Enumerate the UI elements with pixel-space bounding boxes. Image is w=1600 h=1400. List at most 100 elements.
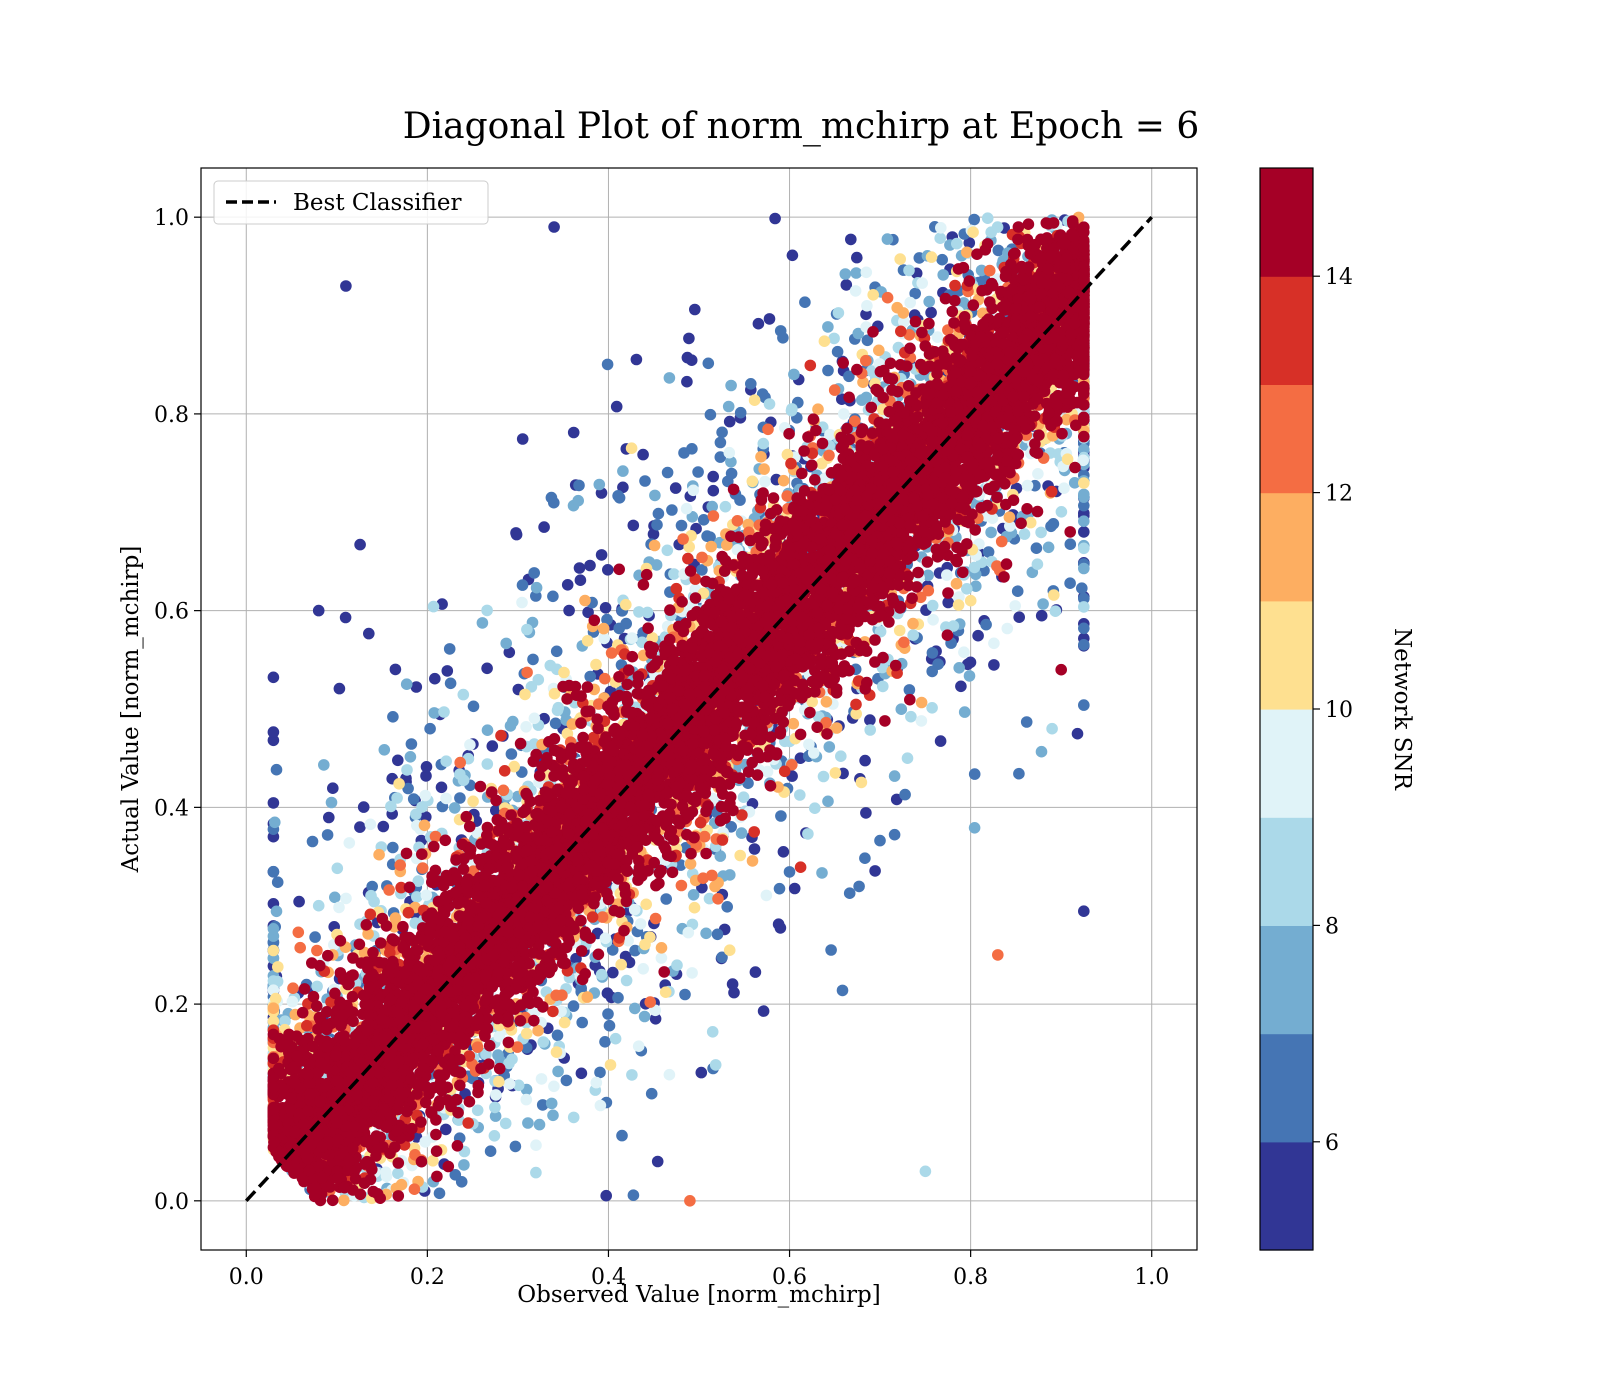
data-point [1078, 542, 1090, 555]
data-point [481, 604, 493, 617]
data-point [516, 596, 528, 609]
data-point [874, 834, 886, 847]
data-point [269, 816, 281, 829]
data-point [489, 1110, 502, 1122]
data-point [685, 354, 698, 367]
data-point [1013, 767, 1025, 780]
data-point [899, 788, 911, 801]
data-point [1078, 592, 1090, 605]
data-point [1078, 905, 1090, 917]
data-point [354, 821, 366, 833]
data-point [716, 426, 728, 439]
data-point [919, 1165, 932, 1178]
data-point [688, 901, 701, 914]
data-point [393, 778, 405, 790]
data-point [634, 918, 647, 930]
data-point [535, 1073, 548, 1085]
data-point [758, 463, 770, 475]
data-point [992, 244, 1005, 257]
data-point [925, 251, 938, 263]
data-point [823, 449, 835, 462]
data-point [567, 426, 580, 439]
data-point [712, 893, 724, 905]
data-point [821, 728, 833, 740]
data-point [934, 232, 946, 244]
data-point [551, 704, 564, 717]
data-point [286, 995, 299, 1008]
data-point [267, 797, 280, 809]
data-point [696, 564, 708, 576]
data-point [970, 580, 982, 592]
data-point [775, 810, 787, 822]
data-point [505, 748, 518, 760]
data-point [547, 1005, 559, 1018]
data-point [909, 287, 921, 300]
data-point [378, 744, 391, 756]
data-point [981, 212, 994, 224]
data-point [410, 681, 423, 693]
data-point [458, 1159, 470, 1171]
data-point [695, 1066, 708, 1079]
data-point [855, 776, 868, 789]
data-point [786, 249, 799, 262]
data-point [696, 551, 708, 564]
data-point [869, 865, 881, 877]
data-point [584, 559, 596, 572]
data-point [528, 712, 541, 725]
data-point [967, 299, 980, 311]
data-point [617, 481, 629, 494]
data-point [694, 816, 707, 829]
data-point [682, 926, 695, 939]
data-point [773, 882, 786, 895]
data-point [763, 398, 776, 410]
data-point [545, 491, 558, 504]
data-point [627, 1189, 640, 1201]
data-point [492, 1049, 504, 1061]
data-point [519, 688, 531, 701]
data-point [612, 991, 624, 1004]
data-point [615, 958, 627, 971]
data-point [600, 1189, 612, 1202]
data-point [601, 358, 614, 371]
data-point [890, 793, 903, 806]
data-point [723, 415, 736, 428]
data-point [888, 828, 901, 841]
data-point [267, 923, 280, 935]
data-point [1076, 582, 1088, 594]
data-point [737, 791, 750, 803]
data-point [1078, 477, 1090, 489]
data-point [495, 729, 507, 742]
data-point [343, 837, 356, 849]
data-point [467, 700, 480, 713]
data-point [440, 755, 453, 767]
data-point [601, 987, 614, 999]
data-point [471, 1104, 484, 1117]
data-point [560, 1074, 573, 1087]
data-point [830, 722, 843, 734]
data-point [1068, 477, 1081, 489]
data-point [725, 379, 737, 392]
data-point [799, 296, 811, 309]
data-point [1078, 491, 1090, 503]
data-point [1078, 699, 1090, 711]
data-point [383, 884, 395, 896]
data-point [755, 451, 767, 463]
data-point [536, 1099, 549, 1111]
data-point [550, 645, 563, 658]
data-point [982, 546, 995, 558]
data-point [680, 502, 693, 515]
data-point [609, 1032, 622, 1045]
data-point [272, 961, 284, 973]
data-point [599, 1036, 611, 1048]
data-point [617, 465, 629, 477]
data-point [861, 334, 874, 347]
data-point [953, 662, 965, 674]
data-point [850, 267, 862, 279]
data-point [418, 819, 431, 832]
data-point [606, 944, 619, 956]
data-point [1045, 520, 1057, 533]
data-point [684, 1195, 696, 1207]
data-point [835, 750, 847, 762]
data-point [949, 279, 961, 292]
